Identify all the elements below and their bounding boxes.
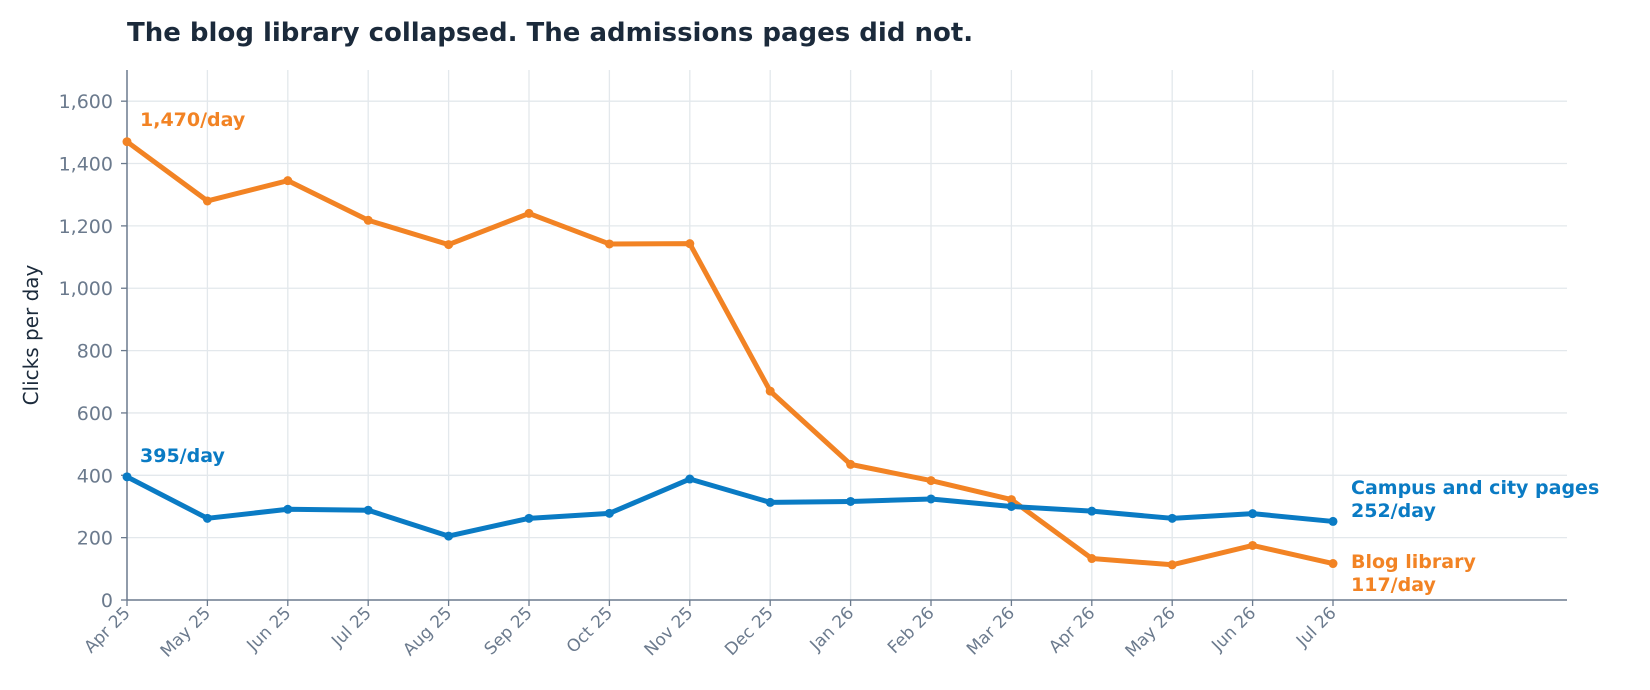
series-line [124,474,1336,539]
data-point [846,459,856,469]
y-tick-label: 800 [77,341,113,363]
data-point [765,497,775,507]
y-tick-label: 1,200 [59,216,113,238]
x-tick-label: Nov 25 [641,603,698,660]
start-value-label: 395/day [140,445,225,467]
data-point [604,239,614,249]
data-point [363,215,373,225]
y-tick-labels: 0 200 400 600 800 1,000 1,200 1,400 1,600 [59,91,113,612]
data-point [1087,506,1097,516]
series [122,137,1338,570]
y-tick-label: 200 [77,528,113,550]
x-tick-labels: Apr 25 May 25 Jun 25 Jul 25 Aug 25 Sep 25 Oct … [80,603,1340,661]
data-point [202,513,212,523]
data-point [283,176,293,186]
data-point [1248,540,1258,550]
data-point [363,505,373,515]
end-value-label: 252/day [1351,500,1436,522]
data-point [524,208,534,218]
series-name-label: Campus and city pages [1351,477,1599,499]
y-axis-label: Clicks per day [19,264,43,405]
y-tick-label: 1,000 [59,278,113,300]
y-tick-label: 0 [101,590,113,612]
y-tick-label: 600 [77,403,113,425]
data-point [202,196,212,206]
chart-title: The blog library collapsed. The admissio… [127,18,974,48]
axes [121,70,1567,606]
end-value-label: 117/day [1351,574,1436,596]
data-point [444,240,454,250]
data-point [604,508,614,518]
data-point [685,474,695,484]
x-tick-label: Dec 25 [721,603,778,660]
x-tick-label: May 26 [1122,603,1180,661]
data-point [283,504,293,514]
data-point [1006,495,1016,505]
start-value-label: 1,470/day [140,109,246,131]
x-tick-label: Apr 26 [1045,603,1099,657]
data-point [1328,516,1338,526]
x-tick-label: Jun 26 [1207,603,1260,656]
data-point [444,531,454,541]
data-point [1248,509,1258,519]
y-tick-label: 1,400 [59,154,113,176]
data-point [1087,554,1097,564]
data-point [926,494,936,504]
data-point [926,476,936,486]
x-tick-label: Oct 25 [563,603,617,657]
x-tick-label: Aug 25 [399,603,456,660]
x-tick-label: Feb 26 [884,603,939,658]
data-point [1167,560,1177,570]
data-point [1167,513,1177,523]
data-point [765,386,775,396]
x-tick-label: Jul 26 [1292,603,1340,651]
y-tick-label: 400 [77,465,113,487]
series-line [124,139,1336,568]
data-point [122,137,132,147]
x-tick-label: Jul 25 [327,603,375,651]
x-tick-label: May 25 [157,603,215,661]
y-tick-label: 1,600 [59,91,113,113]
series-name-label: Blog library [1351,551,1476,573]
x-tick-label: Mar 26 [963,603,1019,659]
x-tick-label: Jun 25 [243,603,296,656]
data-point [122,472,132,482]
x-tick-label: Sep 25 [481,603,537,659]
data-point [846,496,856,506]
data-point [1006,501,1016,511]
data-point [524,513,534,523]
data-point [1328,559,1338,569]
data-point [685,239,695,249]
x-tick-label: Jan 26 [806,603,859,656]
